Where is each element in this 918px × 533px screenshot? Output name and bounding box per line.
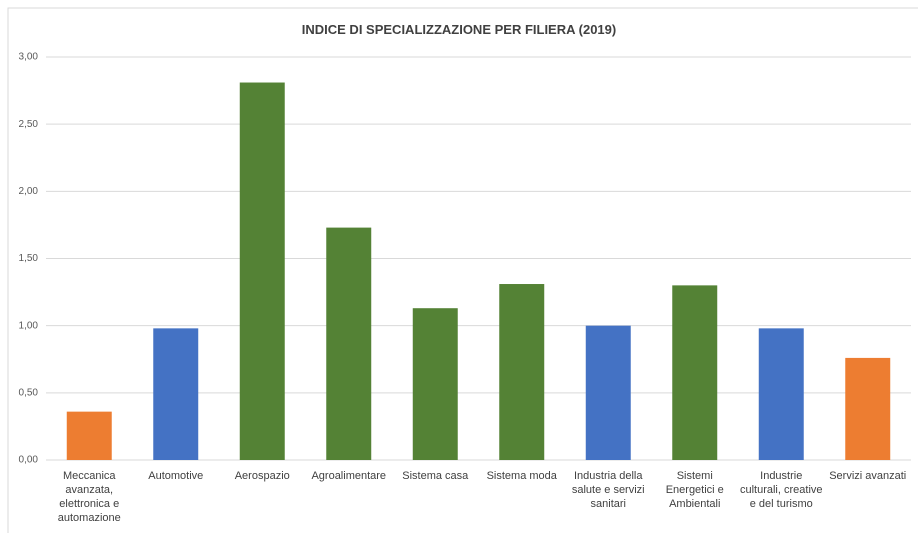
y-tick-label: 3,00: [19, 52, 39, 63]
bar: [758, 328, 804, 460]
bar: [153, 328, 199, 460]
x-tick-label: Industrie culturali, creative e del turi…: [739, 470, 823, 510]
bar: [66, 411, 112, 460]
y-tick-label: 0,00: [19, 455, 39, 466]
y-tick-label: 1,50: [19, 253, 39, 264]
bar: [412, 308, 458, 460]
chart-frame: [7, 7, 918, 533]
x-tick-label: Agroalimentare: [311, 470, 387, 482]
x-tick-label: Sistemi Energetici e Ambientali: [665, 470, 724, 510]
bar: [845, 357, 891, 460]
x-tick-label: Meccanica avanzata, elettronica e automa…: [57, 470, 121, 524]
bar: [585, 325, 631, 460]
y-tick-label: 2,00: [19, 186, 39, 197]
x-tick-label: Automotive: [148, 470, 204, 482]
x-tick-label: Aerospazio: [234, 470, 290, 482]
bar: [499, 284, 545, 460]
y-tick-label: 0,50: [19, 387, 39, 398]
x-tick-label: Industria della salute e servizi sanitar…: [571, 470, 645, 510]
y-tick-label: 2,50: [19, 119, 39, 130]
chart-title: INDICE DI SPECIALIZZAZIONE PER FILIERA (…: [301, 22, 617, 37]
bar: [672, 285, 718, 460]
x-tick-label: Sistema casa: [402, 470, 469, 482]
bar: [326, 227, 372, 460]
x-tick-label: Servizi avanzati: [829, 470, 907, 482]
bar: [239, 82, 285, 461]
x-tick-label: Sistema moda: [486, 470, 557, 482]
y-tick-label: 1,00: [19, 320, 39, 331]
